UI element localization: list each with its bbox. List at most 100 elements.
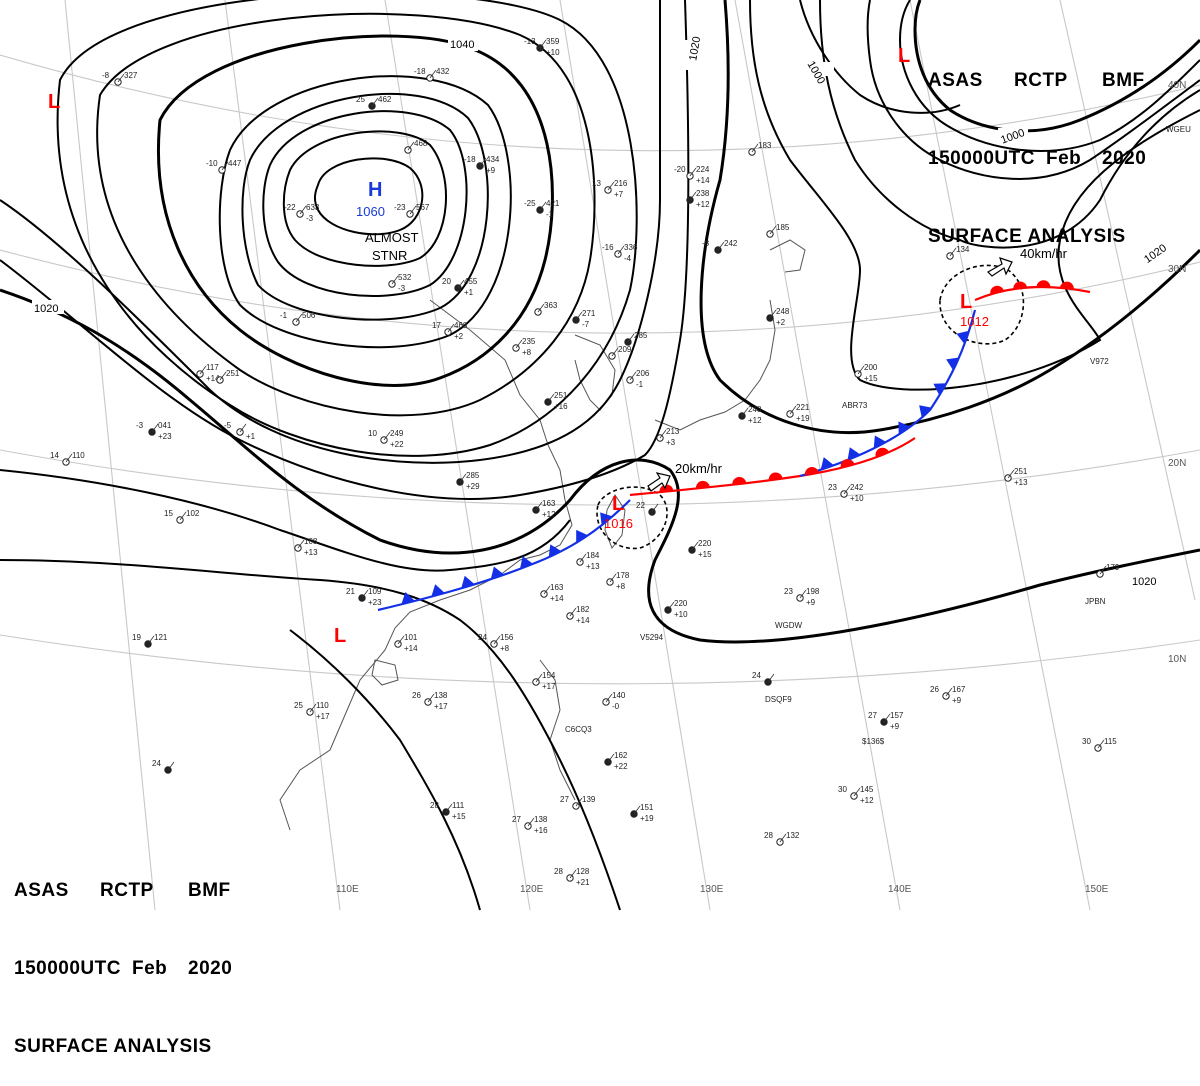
wind-barb-icon [633,805,641,815]
isobar-1008-east [866,0,1200,180]
station-pressure: 138 [434,691,448,700]
station-tendency: +7 [614,190,624,199]
station-tendency: +17 [316,712,330,721]
header-time-line: 150000UTC Feb 2020 [14,956,232,982]
station-plot: 151+19 [630,803,654,823]
isobar-1004-east [898,0,1200,152]
station-pressure: 455 [464,277,478,286]
station-plot: 468 [404,139,428,154]
wind-barb-icon [407,141,415,151]
station-pressure: 242 [724,239,738,248]
header-year: 2020 [188,958,233,979]
warm-front-semicircle-icon [659,484,674,493]
wind-barb-icon [629,371,637,381]
isobar-1044 [218,75,512,349]
wind-barb-icon [299,205,307,215]
low-symbol: L [960,291,972,313]
station-plot: 140-0 [602,691,626,711]
station-tendency: +1 [246,432,256,441]
station-pressure: 140 [612,691,626,700]
wind-barb-icon [361,589,369,599]
station-pressure: 156 [500,633,514,642]
header-product: BMF [188,880,231,901]
station-plot: 24 [752,671,775,686]
station-pressure: 248 [776,307,790,316]
wind-barb-icon [447,323,455,333]
station-pressure: 216 [614,179,628,188]
isobar-label: 1020 [34,303,58,315]
station-pressure: 434 [486,155,500,164]
station-plot: 248+2 [766,307,790,327]
station-pressure: 167 [952,685,966,694]
station-pressure: 178 [616,571,630,580]
isobar-1028 [0,0,662,464]
low-motion: 20km/hr [675,461,723,476]
station-tendency: +14 [206,374,220,383]
lat-label: 40N [1168,80,1186,91]
station-pressure: 506 [302,311,316,320]
lon-label: 120E [520,884,544,895]
station-plot: 271-7 [572,309,596,329]
station-pressure: 041 [158,421,172,430]
header-year: 2020 [1102,148,1147,169]
low-motion: 40km/hr [1020,246,1068,261]
chart-header-bottom: ASAS RCTP BMF 150000UTC Feb 2020 SURFACE ANA… [14,826,232,1086]
station-pressure: 633 [306,203,320,212]
station-tendency: +12 [860,796,874,805]
station-plot: -23 567 [394,203,430,218]
station-pressure: 183 [758,141,772,150]
station-plot: 363 [534,301,558,316]
warm-front-semicircle-icon [732,476,747,485]
high-pressure-center: H 1060 ALMOST STNR [356,179,419,263]
header-datetime: 150000UTC [928,148,1035,169]
station-temperature: 27 [560,795,569,804]
station-pressure: 251 [554,391,568,400]
cold-front-triangle-icon [956,330,970,345]
station-temperature: -20 [674,165,686,174]
station-tendency: -3 [306,214,314,223]
station-plot: 285 [624,331,648,346]
station-tendency: -1 [546,210,554,219]
station-plot: 200+15 [854,363,878,383]
meridian-100e [64,0,156,911]
wind-barb-icon [607,753,615,763]
wind-barb-icon [179,511,187,521]
station-plot: 251+13 [1004,467,1028,487]
isobar-1020-west [0,288,1200,644]
station-plot: -20 224 +14 [674,165,710,185]
station-temperature: 27 [868,711,877,720]
station-temperature: 14 [50,451,59,460]
station-tendency: +12 [748,416,762,425]
warm-front-semicircle-icon [1059,281,1074,290]
header-station: RCTP [1014,70,1068,91]
isobar-1000 [913,0,1200,133]
motion-arrow-icon [647,472,671,492]
station-temperature: 23 [828,483,837,492]
station-plot: 30 115 [1082,737,1117,752]
station-plot: 10 249 +22 [368,429,404,449]
station-temperature: 26 [412,691,421,700]
wind-barb-icon [535,673,543,683]
wind-barb-icon [659,429,667,439]
station-tendency: +16 [534,826,548,835]
station-plot: 182+14 [566,605,590,625]
station-temperature: 23 [784,587,793,596]
wind-barb-icon [751,143,759,153]
cold-front-triangle-icon [873,435,887,449]
isobar-label: 1020 [687,36,703,62]
station-pressure: 242 [850,483,864,492]
station-pressure: 110 [72,451,85,460]
station-pressure: 251 [1014,467,1028,476]
low-symbol: L [898,45,910,67]
wind-barb-icon [547,393,555,403]
station-plot: 117+14 [196,363,220,383]
station-pressure: 182 [576,605,590,614]
station-pressure: 209 [618,345,632,354]
station-plot: -16 336 -4 [602,243,638,263]
station-plot: 26 167 +9 [930,685,966,705]
station-tendency: +16 [554,402,568,411]
wind-barb-icon [575,797,583,807]
station-pressure: 117 [206,363,219,372]
station-pressure: 468 [414,139,428,148]
station-plot: 154+17 [532,671,556,691]
